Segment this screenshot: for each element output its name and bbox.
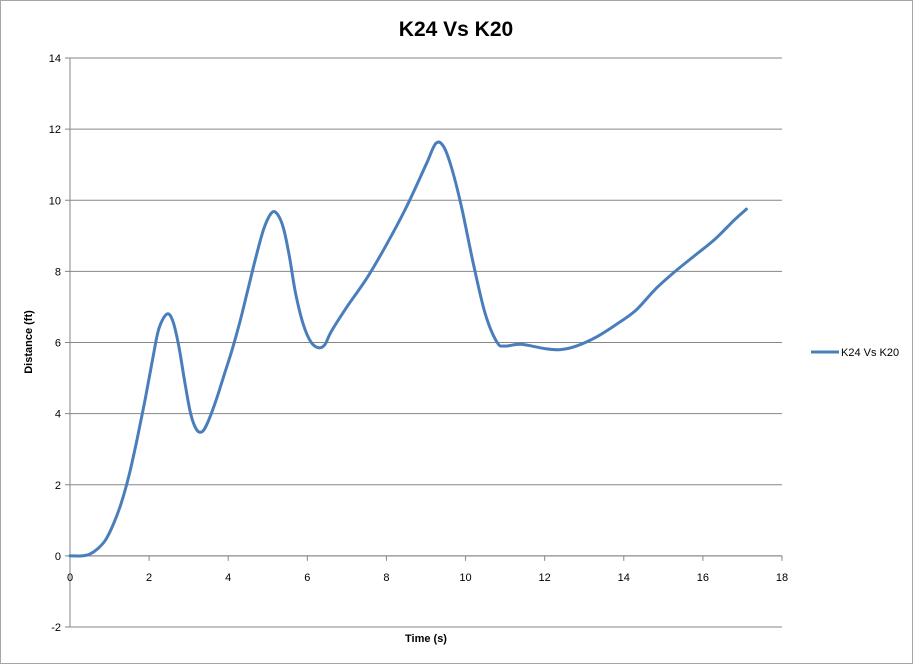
x-tick-label: 14: [618, 572, 630, 584]
x-tick-label: 8: [383, 572, 389, 584]
y-tick-label: 12: [49, 124, 61, 136]
y-tick-label: 4: [55, 409, 61, 421]
y-tick-label: 2: [55, 480, 61, 492]
chart-title: K24 Vs K20: [399, 18, 513, 41]
y-tick-label: -2: [51, 622, 61, 634]
axes: [65, 57, 783, 628]
x-tick-label: 2: [146, 572, 152, 584]
x-tick-label: 10: [459, 572, 471, 584]
x-tick-label: 18: [776, 572, 788, 584]
y-tick-label: 0: [55, 551, 61, 563]
y-tick-label: 6: [55, 338, 61, 350]
y-axis-title: Distance (ft): [23, 310, 35, 374]
x-tick-label: 4: [225, 572, 231, 584]
x-tick-label: 6: [304, 572, 310, 584]
tick-labels: -2 0 2 4 6 8 10 12 14 0 2 4 6 8 10 12 14 16 18: [49, 53, 788, 634]
x-tick-label: 12: [539, 572, 551, 584]
y-tick-label: 10: [49, 195, 61, 207]
legend-label: K24 Vs K20: [841, 347, 899, 359]
y-tick-label: 8: [55, 266, 61, 278]
x-axis-title: Time (s): [405, 633, 447, 645]
series-layer: [68, 140, 748, 558]
series-line: [68, 140, 748, 558]
y-tick-label: 14: [49, 53, 61, 65]
legend: K24 Vs K20: [811, 347, 899, 359]
x-tick-label: 16: [697, 572, 709, 584]
x-tick-label: 0: [67, 572, 73, 584]
